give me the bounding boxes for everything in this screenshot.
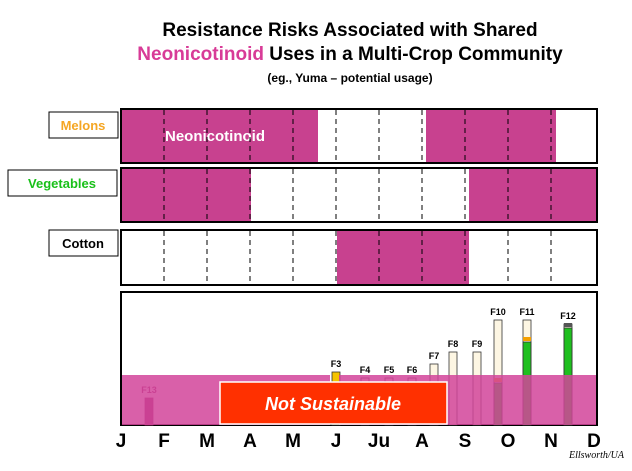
month-label: A: [243, 431, 257, 452]
month-label: J: [116, 431, 127, 452]
title-rest: Uses in a Multi-Crop Community: [264, 44, 563, 65]
generation-label: F8: [448, 339, 459, 349]
month-label: A: [415, 431, 429, 452]
generation-label: F12: [560, 311, 576, 321]
cotton-row: Cotton: [48, 229, 598, 286]
generation-label: F6: [407, 365, 418, 375]
label-box: [48, 111, 119, 139]
month-label: D: [587, 431, 601, 452]
month-label: S: [459, 431, 472, 452]
generation-label: F7: [429, 351, 440, 361]
melons-row: Melons Neonicotinoid: [48, 108, 598, 164]
fill: [337, 231, 469, 284]
month-label: J: [331, 431, 342, 452]
banner: Not Sustainable: [265, 394, 401, 414]
title-line2: Neonicotinoid Uses in a Multi-Crop Commu…: [137, 44, 563, 65]
subtitle: (eg., Yuma – potential usage): [267, 71, 432, 85]
vegetables-row: Vegetables: [7, 167, 598, 223]
fill: [469, 169, 596, 221]
row-label: Melons: [61, 118, 106, 133]
generation-label: F9: [472, 339, 483, 349]
generation-panel: F13F3F4F5F6F7F8F9F10F11F12 Not Sustainab…: [120, 291, 598, 426]
label-box: [7, 169, 118, 197]
generation-label: F5: [384, 365, 395, 375]
month-label: Ju: [368, 431, 390, 452]
month-label: F: [158, 431, 170, 452]
fill: [122, 169, 251, 221]
month-label: M: [199, 431, 215, 452]
row-label: Vegetables: [28, 176, 96, 191]
title-line1: Resistance Risks Associated with Shared: [162, 20, 537, 41]
bar-cap: [564, 323, 572, 327]
annotation: Neonicotinoid: [165, 128, 265, 145]
fill: [426, 110, 556, 162]
generation-label: F11: [519, 307, 534, 317]
month-label: M: [285, 431, 301, 452]
bar-cap: [523, 337, 531, 341]
generation-label: F10: [490, 307, 506, 317]
month-label: N: [544, 431, 558, 452]
label-box: [48, 229, 119, 257]
generation-label: F4: [360, 365, 371, 375]
fill: [122, 110, 318, 162]
month-label: O: [501, 431, 516, 452]
credit: Ellsworth/UA: [568, 450, 625, 461]
row-label: Cotton: [62, 236, 104, 251]
title-highlight: Neonicotinoid: [137, 44, 264, 65]
months: J F M A M J Ju A S O N D: [116, 431, 601, 452]
generation-label: F3: [331, 359, 342, 369]
banner-box: [219, 381, 448, 425]
